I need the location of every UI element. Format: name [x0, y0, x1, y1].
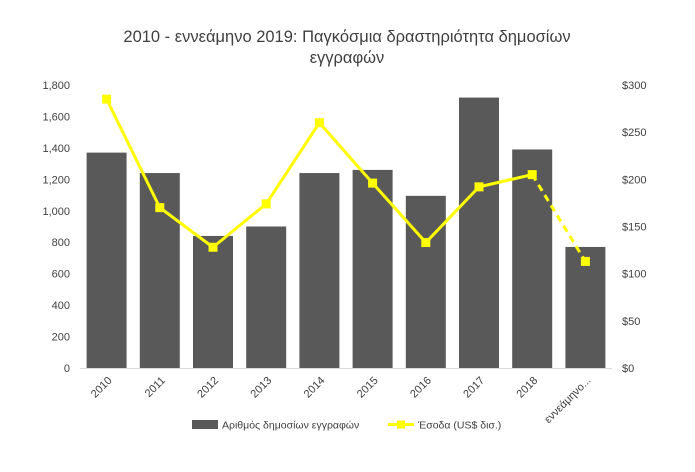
right-tick-label-0: $0: [622, 363, 634, 375]
x-tick-label-3: 2013: [249, 375, 275, 401]
right-tick-label-6: $300: [622, 80, 646, 92]
left-tick-label-2: 400: [52, 300, 70, 312]
right-tick-label-1: $50: [622, 316, 640, 328]
x-tick-label-7: 2017: [461, 375, 487, 401]
legend-swatch-bars: [192, 420, 218, 429]
left-tick-label-3: 600: [52, 269, 70, 281]
revenue-point-7: [474, 182, 484, 192]
bar-3: [246, 226, 287, 368]
bar-9: [565, 246, 606, 368]
right-tick-label-5: $250: [622, 127, 646, 139]
revenue-point-9: [580, 256, 590, 266]
right-axis: $0 $50 $100 $150 $200 $250 $300: [622, 80, 646, 375]
bar-0: [86, 152, 127, 368]
right-tick-label-2: $100: [622, 269, 646, 281]
left-tick-label-1: 200: [52, 332, 70, 344]
legend-swatch-marker: [397, 420, 405, 429]
bar-1: [139, 173, 180, 368]
chart-title-line-1: 2010 - εννεάμηνο 2019: Παγκόσμια δραστηρ…: [123, 28, 570, 46]
x-tick-label-1: 2011: [143, 375, 168, 400]
x-tick-label-5: 2015: [355, 375, 381, 401]
x-tick-label-4: 2014: [302, 375, 328, 401]
left-tick-label-8: 1,600: [42, 111, 70, 123]
x-tick-label-9: εννεάμηνο...: [542, 375, 593, 426]
revenue-point-3: [261, 199, 271, 209]
right-tick-label-3: $150: [622, 222, 646, 234]
x-tick-label-6: 2016: [408, 375, 434, 401]
left-axis: 0 200 400 600 800 1,000 1,200 1,400 1,600 1,800: [42, 80, 70, 375]
revenue-line-dashed-segment: [530, 173, 587, 263]
bar-2: [193, 235, 233, 368]
revenue-point-8: [527, 170, 537, 180]
left-tick-label-7: 1,400: [42, 143, 70, 155]
left-tick-label-5: 1,000: [42, 206, 70, 218]
revenue-point-2: [208, 242, 218, 252]
revenue-point-6: [421, 238, 431, 248]
legend: Αριθμός δημοσίων εγγραφών Έσοδα (US$ δισ…: [192, 420, 501, 432]
bar-5: [352, 169, 393, 368]
left-tick-label-9: 1,800: [42, 80, 70, 92]
left-tick-label-0: 0: [64, 363, 70, 375]
chart-title: 2010 - εννεάμηνο 2019: Παγκόσμια δραστηρ…: [123, 28, 570, 67]
bar-4: [299, 173, 340, 368]
bar-8: [512, 149, 553, 368]
x-tick-label-0: 2010: [89, 375, 115, 401]
x-axis: 2010 2011 2012 2013 2014 2015 2016 2017 2018 εννε…: [80, 368, 612, 426]
revenue-point-5: [368, 178, 378, 188]
revenue-point-0: [102, 94, 112, 104]
left-tick-label-6: 1,200: [42, 174, 70, 186]
x-tick-label-2: 2012: [195, 375, 221, 401]
left-tick-label-4: 800: [52, 237, 70, 249]
plot-area: [86, 94, 606, 369]
legend-label-bars: Αριθμός δημοσίων εγγραφών: [222, 420, 359, 432]
x-tick-label-8: 2018: [515, 375, 541, 401]
revenue-point-4: [314, 118, 324, 128]
bar-6: [405, 195, 446, 368]
legend-label-line: Έσοδα (US$ δισ.): [417, 420, 501, 432]
bar-7: [459, 97, 499, 369]
revenue-point-1: [155, 203, 165, 213]
right-tick-label-4: $200: [622, 174, 646, 186]
chart-title-line-2: εγγραφών: [310, 49, 385, 67]
